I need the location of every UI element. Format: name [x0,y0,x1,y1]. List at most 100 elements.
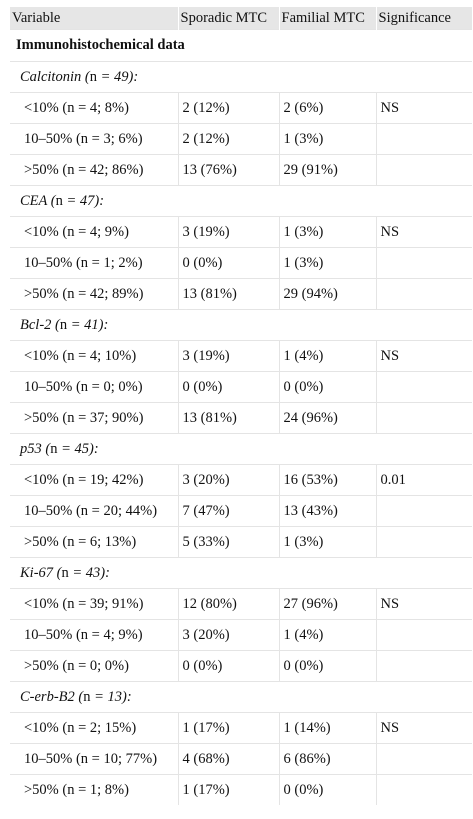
group-n: n [50,440,58,457]
table-row: 10–50% (n = 0; 0%) 0 (0%) 0 (0%) [10,371,472,403]
table-row: 10–50% (n = 3; 6%) 2 (12%) 1 (3%) [10,123,472,155]
group-label: C-erb-B2 (n = 13): [10,681,472,713]
table-row: 10–50% (n = 10; 77%) 4 (68%) 6 (86%) [10,743,472,775]
group-label: Bcl-2 (n = 41): [10,309,472,341]
significance-cell: NS [375,588,472,620]
group-label: p53 (n = 45): [10,433,472,465]
significance-cell [375,743,472,775]
group-n: n [83,688,91,705]
sporadic-cell: 1 (17%) [177,774,279,805]
variable-cell: >50% (n = 0; 0%) [10,650,178,682]
variable-cell: <10% (n = 4; 9%) [10,216,178,248]
variable-cell: <10% (n = 4; 10%) [10,340,178,372]
group-label: CEA (n = 47): [10,185,472,217]
group-n: n [59,316,68,333]
group-count: = 41): [67,316,109,333]
significance-cell: NS [375,340,472,372]
familial-cell: 29 (94%) [278,278,376,310]
familial-cell: 0 (0%) [278,650,376,682]
sporadic-cell: 1 (17%) [177,712,279,744]
group-marker: CEA [20,192,48,209]
table-row: 10–50% (n = 20; 44%) 7 (47%) 13 (43%) [10,495,472,527]
sporadic-cell: 13 (76%) [177,154,279,186]
sporadic-cell: 13 (81%) [177,402,279,434]
group-count: = 49): [96,68,139,85]
table-row: <10% (n = 4; 9%) 3 (19%) 1 (3%) NS [10,216,472,248]
variable-cell: 10–50% (n = 1; 2%) [10,247,178,279]
significance-cell: NS [375,712,472,744]
variable-cell: 10–50% (n = 0; 0%) [10,371,178,403]
group-label: Calcitonin (n = 49): [10,61,472,93]
table-row: <10% (n = 2; 15%) 1 (17%) 1 (14%) NS [10,712,472,744]
significance-cell [375,278,472,310]
sporadic-cell: 4 (68%) [177,743,279,775]
familial-cell: 1 (3%) [278,247,376,279]
variable-cell: >50% (n = 42; 86%) [10,154,178,186]
sporadic-cell: 0 (0%) [177,247,279,279]
variable-cell: >50% (n = 37; 90%) [10,402,178,434]
familial-cell: 6 (86%) [278,743,376,775]
familial-cell: 1 (14%) [278,712,376,744]
variable-cell: 10–50% (n = 4; 9%) [10,619,178,651]
sporadic-cell: 12 (80%) [177,588,279,620]
sporadic-cell: 0 (0%) [177,650,279,682]
significance-cell: NS [375,92,472,124]
header-row: Variable Sporadic MTC Familial MTC Signi… [10,7,472,30]
sporadic-cell: 13 (81%) [177,278,279,310]
variable-cell: 10–50% (n = 3; 6%) [10,123,178,155]
table-row: >50% (n = 1; 8%) 1 (17%) 0 (0%) [10,774,472,805]
variable-cell: <10% (n = 2; 15%) [10,712,178,744]
significance-cell: NS [375,216,472,248]
sporadic-cell: 2 (12%) [177,123,279,155]
significance-cell [375,154,472,186]
sporadic-cell: 3 (19%) [177,216,279,248]
sporadic-cell: 2 (12%) [177,92,279,124]
significance-cell [375,650,472,682]
familial-cell: 1 (3%) [278,526,376,558]
table-row: <10% (n = 39; 91%) 12 (80%) 27 (96%) NS [10,588,472,620]
variable-cell: <10% (n = 39; 91%) [10,588,178,620]
group-marker: Bcl-2 [20,316,52,333]
group-marker: Calcitonin [20,68,82,85]
group-row: Calcitonin (n = 49): [10,61,472,93]
header-variable: Variable [10,7,178,30]
group-count: = 45): [57,440,99,457]
table-row: <10% (n = 19; 42%) 3 (20%) 16 (53%) 0.01 [10,464,472,496]
familial-cell: 0 (0%) [278,774,376,805]
variable-cell: >50% (n = 1; 8%) [10,774,178,805]
significance-cell [375,247,472,279]
table-row: 10–50% (n = 4; 9%) 3 (20%) 1 (4%) [10,619,472,651]
significance-cell: 0.01 [375,464,472,496]
variable-cell: 10–50% (n = 10; 77%) [10,743,178,775]
significance-cell [375,619,472,651]
sporadic-cell: 3 (20%) [177,464,279,496]
header-sporadic: Sporadic MTC [177,7,279,30]
group-n: n [61,564,69,581]
group-label: Ki-67 (n = 43): [10,557,472,589]
significance-cell [375,526,472,558]
group-marker: p53 [20,440,42,457]
data-table: Variable Sporadic MTC Familial MTC Signi… [10,7,472,805]
table-row: >50% (n = 0; 0%) 0 (0%) 0 (0%) [10,650,472,682]
sporadic-cell: 3 (19%) [177,340,279,372]
group-row: Ki-67 (n = 43): [10,557,472,589]
group-marker: C-erb-B2 [20,688,75,705]
table-row: >50% (n = 6; 13%) 5 (33%) 1 (3%) [10,526,472,558]
sporadic-cell: 3 (20%) [177,619,279,651]
group-row: p53 (n = 45): [10,433,472,465]
variable-cell: >50% (n = 42; 89%) [10,278,178,310]
familial-cell: 1 (3%) [278,216,376,248]
significance-cell [375,371,472,403]
header-significance: Significance [375,7,472,30]
section-title: Immunohistochemical data [10,29,472,62]
familial-cell: 27 (96%) [278,588,376,620]
group-marker: Ki-67 [20,564,54,581]
familial-cell: 1 (4%) [278,619,376,651]
group-count: = 47): [62,192,105,209]
significance-cell [375,123,472,155]
sporadic-cell: 0 (0%) [177,371,279,403]
variable-cell: <10% (n = 19; 42%) [10,464,178,496]
significance-cell [375,774,472,805]
familial-cell: 1 (3%) [278,123,376,155]
group-count: = 43): [68,564,110,581]
